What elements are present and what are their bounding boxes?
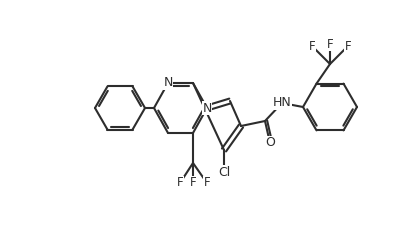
Text: Cl: Cl xyxy=(218,166,230,178)
Text: O: O xyxy=(265,136,275,149)
Text: F: F xyxy=(308,40,315,52)
Text: N: N xyxy=(163,76,173,90)
Text: F: F xyxy=(177,176,184,190)
Text: F: F xyxy=(345,40,351,52)
Text: HN: HN xyxy=(273,96,291,110)
Text: N: N xyxy=(202,102,212,114)
Text: F: F xyxy=(204,176,210,190)
Text: F: F xyxy=(327,38,333,51)
Text: F: F xyxy=(190,176,196,190)
